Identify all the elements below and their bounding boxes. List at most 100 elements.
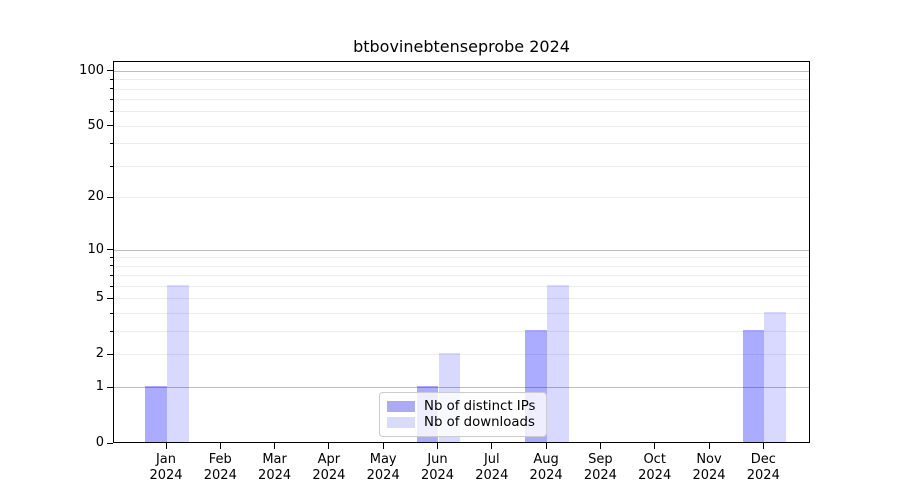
y-minor-tick-90 bbox=[110, 78, 113, 80]
gridline-5 bbox=[114, 298, 809, 300]
x-tick-jul bbox=[491, 443, 493, 449]
gridline-3 bbox=[114, 331, 809, 333]
gridline-7 bbox=[114, 275, 809, 277]
x-tick-year: 2024 bbox=[583, 468, 617, 483]
x-tick-month: Sep bbox=[588, 452, 613, 467]
y-minor-tick-8 bbox=[110, 265, 113, 267]
bar-downloads-jan bbox=[167, 285, 189, 442]
gridline-2 bbox=[114, 354, 809, 356]
x-tick-jan bbox=[165, 443, 167, 449]
y-minor-tick-80 bbox=[110, 88, 113, 90]
y-tick-label-10: 10 bbox=[87, 241, 104, 257]
gridline-9 bbox=[114, 257, 809, 259]
chart-title: btbovinebtenseprobe 2024 bbox=[353, 37, 570, 56]
y-tick-100 bbox=[107, 70, 113, 72]
x-tick-label-dec: Dec 2024 bbox=[733, 452, 793, 484]
y-minor-tick-60 bbox=[110, 110, 113, 112]
legend-swatch-distinct-ips bbox=[387, 400, 415, 412]
x-tick-aug bbox=[545, 443, 547, 449]
x-tick-year: 2024 bbox=[420, 468, 455, 483]
x-tick-month: Jan bbox=[155, 452, 177, 467]
x-tick-nov bbox=[708, 443, 710, 449]
legend-label-downloads: Nb of downloads bbox=[424, 415, 535, 431]
y-tick-1 bbox=[107, 386, 113, 388]
y-tick-2 bbox=[107, 353, 113, 355]
x-tick-label-mar: Mar 2024 bbox=[245, 452, 305, 484]
gridline-1 bbox=[114, 387, 809, 389]
y-tick-label-5: 5 bbox=[95, 290, 104, 306]
gridline-60 bbox=[114, 111, 809, 113]
x-tick-year: 2024 bbox=[366, 468, 400, 483]
gridline-70 bbox=[114, 99, 809, 101]
x-tick-month: Jun bbox=[427, 452, 448, 467]
x-tick-year: 2024 bbox=[475, 468, 509, 483]
gridline-20 bbox=[114, 197, 809, 199]
x-tick-year: 2024 bbox=[258, 468, 292, 483]
x-tick-month: May bbox=[369, 452, 397, 467]
gridline-10 bbox=[114, 249, 809, 251]
x-tick-month: Apr bbox=[317, 452, 341, 467]
x-tick-sep bbox=[599, 443, 601, 449]
x-tick-year: 2024 bbox=[203, 468, 237, 483]
legend-swatch-downloads bbox=[387, 417, 415, 429]
x-tick-label-sep: Sep 2024 bbox=[570, 452, 630, 484]
x-tick-label-jan: Jan 2024 bbox=[136, 452, 196, 484]
x-tick-label-aug: Aug 2024 bbox=[516, 452, 576, 484]
y-minor-tick-70 bbox=[110, 98, 113, 100]
legend: Nb of distinct IPs Nb of downloads bbox=[379, 392, 547, 437]
x-tick-label-feb: Feb 2024 bbox=[190, 452, 250, 484]
x-tick-label-may: May 2024 bbox=[353, 452, 413, 484]
y-tick-label-1: 1 bbox=[95, 379, 104, 395]
x-tick-label-apr: Apr 2024 bbox=[299, 452, 359, 484]
plot-area bbox=[113, 61, 810, 443]
bar-downloads-dec bbox=[764, 312, 786, 442]
y-minor-tick-7 bbox=[110, 274, 113, 276]
x-tick-label-oct: Oct 2024 bbox=[625, 452, 685, 484]
gridline-80 bbox=[114, 88, 809, 90]
x-tick-year: 2024 bbox=[746, 468, 780, 483]
x-tick-may bbox=[382, 443, 384, 449]
x-tick-year: 2024 bbox=[149, 468, 183, 483]
y-tick-5 bbox=[107, 297, 113, 299]
x-tick-month: Dec bbox=[750, 452, 776, 467]
x-tick-label-jun: Jun 2024 bbox=[408, 452, 468, 484]
y-tick-label-2: 2 bbox=[95, 346, 104, 362]
x-tick-label-nov: Nov 2024 bbox=[679, 452, 739, 484]
x-tick-dec bbox=[762, 443, 764, 449]
legend-label-distinct-ips: Nb of distinct IPs bbox=[424, 398, 536, 414]
y-minor-tick-6 bbox=[110, 285, 113, 287]
x-tick-month: Aug bbox=[533, 452, 559, 467]
gridline-50 bbox=[114, 125, 809, 127]
x-tick-year: 2024 bbox=[638, 468, 672, 483]
y-minor-tick-4 bbox=[110, 312, 113, 314]
y-tick-label-0: 0 bbox=[95, 435, 104, 450]
x-tick-oct bbox=[654, 443, 656, 449]
x-tick-jun bbox=[437, 443, 438, 449]
y-tick-label-50: 50 bbox=[87, 117, 104, 133]
gridline-8 bbox=[114, 265, 809, 267]
gridline-4 bbox=[114, 313, 809, 315]
x-tick-mar bbox=[274, 443, 276, 449]
gridline-40 bbox=[114, 143, 809, 145]
legend-entry-distinct-ips: Nb of distinct IPs bbox=[387, 399, 538, 414]
x-tick-month: Feb bbox=[208, 452, 232, 467]
gridline-90 bbox=[114, 79, 809, 81]
legend-entry-downloads: Nb of downloads bbox=[387, 415, 538, 430]
x-tick-year: 2024 bbox=[529, 468, 563, 483]
x-tick-month: Oct bbox=[643, 452, 666, 467]
y-minor-tick-9 bbox=[110, 256, 113, 258]
y-minor-tick-30 bbox=[110, 165, 113, 167]
y-tick-10 bbox=[107, 249, 113, 251]
gridline-100 bbox=[114, 70, 809, 72]
gridline-30 bbox=[114, 166, 809, 168]
gridline-6 bbox=[114, 286, 809, 288]
x-tick-month: Mar bbox=[262, 452, 287, 467]
y-minor-tick-3 bbox=[110, 330, 113, 332]
y-tick-label-20: 20 bbox=[87, 189, 104, 205]
y-tick-20 bbox=[107, 196, 113, 198]
bar-distinct-ips-jan bbox=[145, 386, 167, 442]
x-tick-year: 2024 bbox=[692, 468, 726, 483]
x-tick-feb bbox=[219, 443, 221, 449]
x-tick-year: 2024 bbox=[312, 468, 346, 483]
